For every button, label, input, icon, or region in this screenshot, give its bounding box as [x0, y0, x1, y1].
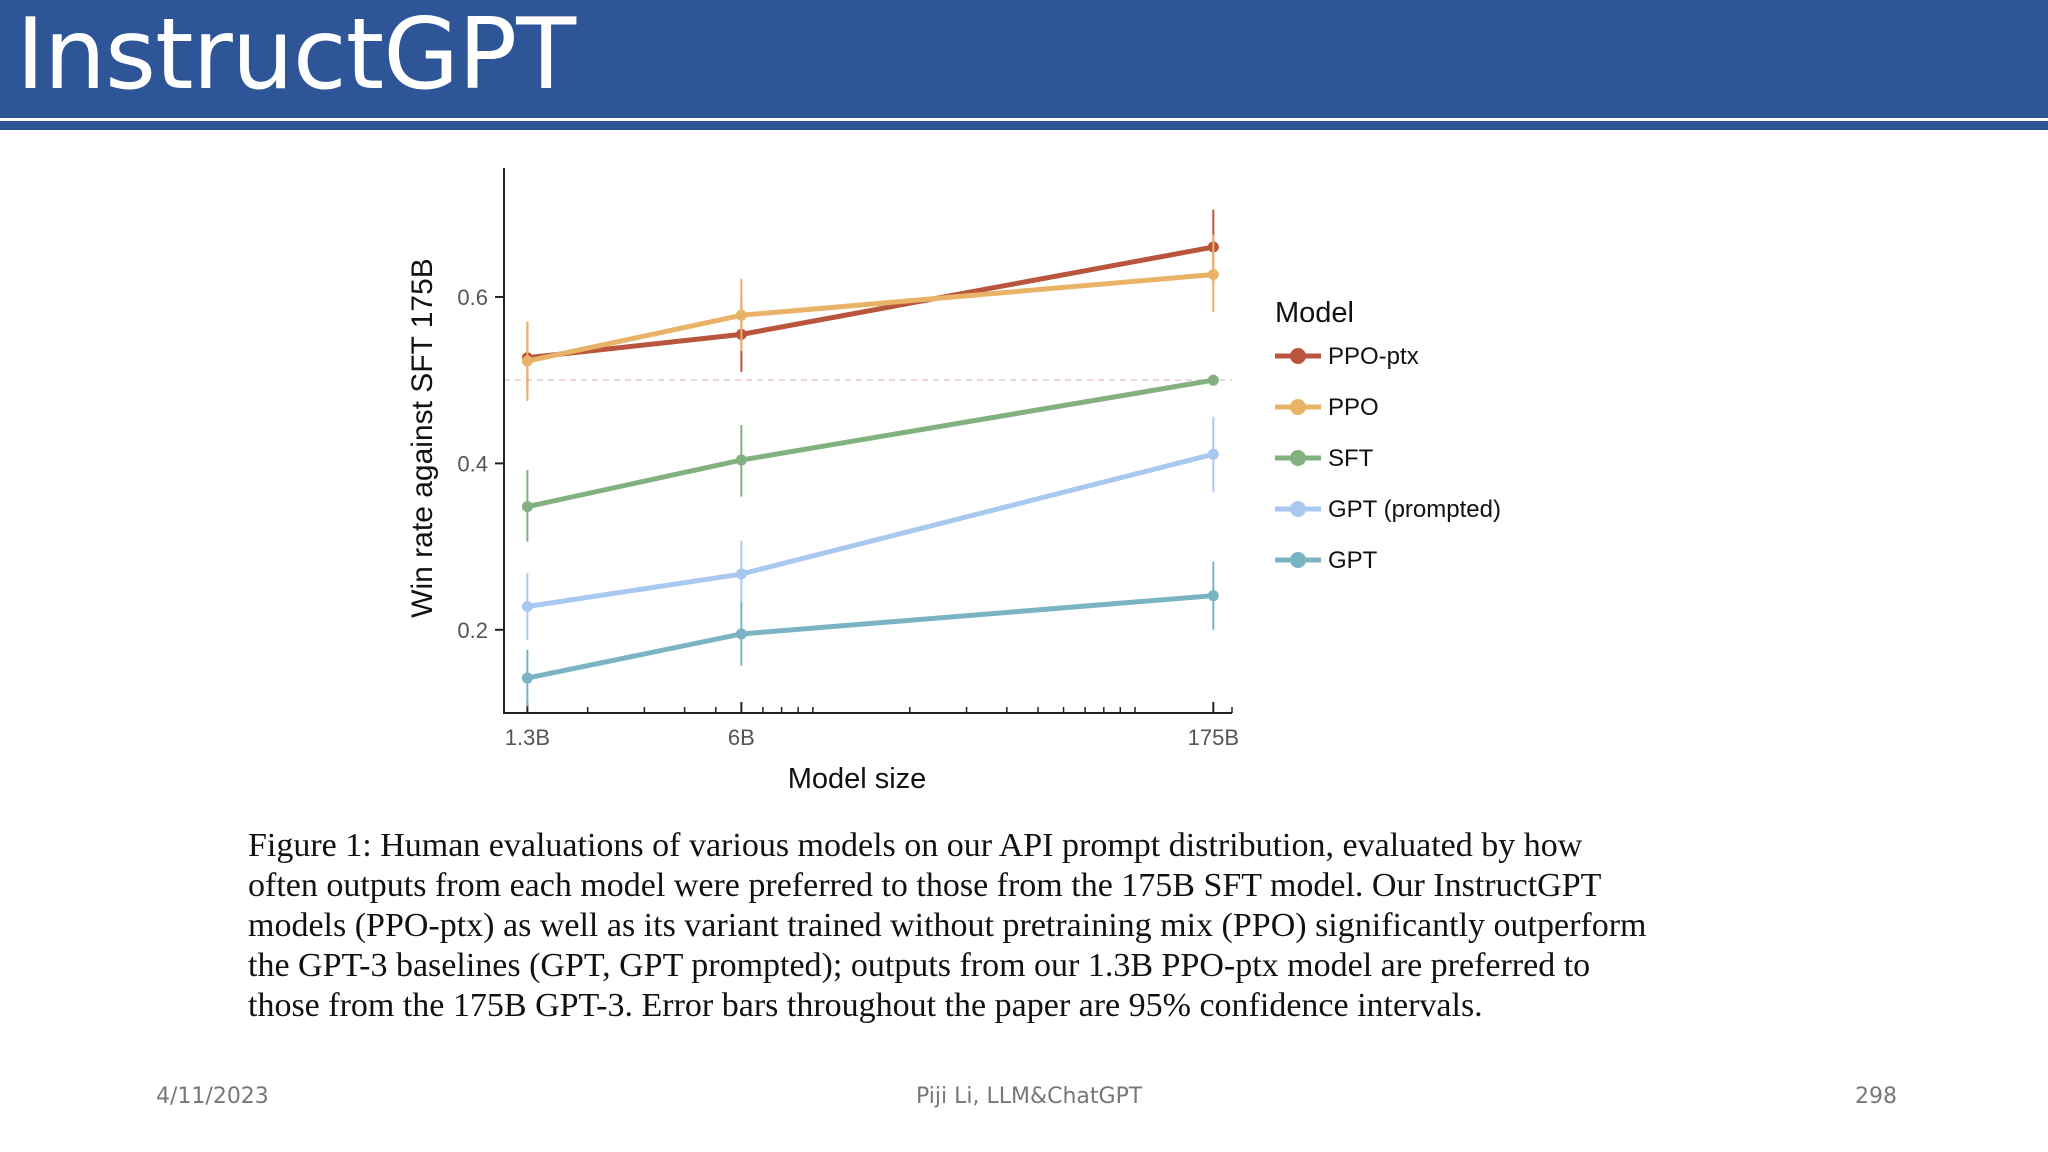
caption-line: those from the 175B GPT-3. Error bars th…	[248, 987, 1483, 1024]
y-tick-label: 0.2	[457, 618, 488, 643]
caption-line: Figure 1: Human evaluations of various m…	[248, 827, 1583, 864]
x-axis-label: Model size	[788, 763, 927, 795]
data-point	[521, 501, 533, 513]
data-point	[521, 672, 533, 684]
legend-item-gpt: GPT	[1275, 547, 1378, 574]
legend-label: GPT (prompted)	[1328, 496, 1501, 523]
legend-label: GPT	[1328, 547, 1378, 574]
data-point	[521, 600, 533, 612]
data-point	[735, 568, 747, 580]
series-line	[524, 377, 1216, 510]
caption-line: the GPT-3 baselines (GPT, GPT prompted);…	[248, 947, 1591, 984]
slide-title: InstructGPT	[16, 0, 576, 112]
legend-item-sft: SFT	[1275, 445, 1374, 472]
legend-label: SFT	[1328, 445, 1374, 472]
series-sft	[521, 374, 1219, 542]
data-point	[735, 454, 747, 466]
series-gpt-prompted	[521, 416, 1219, 640]
footer-center: Piji Li, LLM&ChatGPT	[916, 1084, 1143, 1109]
data-point	[1207, 269, 1219, 281]
legend-label: PPO	[1328, 394, 1379, 421]
series-ppo	[521, 234, 1219, 401]
data-point	[1207, 448, 1219, 460]
legend-title: Model	[1275, 297, 1354, 329]
footer-date: 4/11/2023	[156, 1084, 269, 1109]
series-line	[524, 451, 1216, 609]
data-point	[1207, 590, 1219, 602]
legend-item-gpt-prompted: GPT (prompted)	[1275, 496, 1501, 523]
series-line	[524, 593, 1216, 681]
title-rule	[0, 121, 2048, 130]
x-tick-label: 175B	[1188, 725, 1239, 750]
x-tick-label: 6B	[728, 725, 755, 750]
data-point	[735, 628, 747, 640]
title-bar: InstructGPT	[0, 0, 2048, 118]
data-point	[521, 355, 533, 367]
figure-caption: Figure 1: Human evaluations of various m…	[248, 826, 1708, 1026]
legend-swatch-dot	[1290, 399, 1306, 415]
caption-line: often outputs from each model were prefe…	[248, 867, 1602, 904]
y-tick-label: 0.4	[457, 451, 488, 476]
series-gpt	[521, 561, 1219, 707]
win-rate-chart: Win rate against SFT 175B Model size 0.2…	[406, 168, 1501, 795]
legend-swatch-dot	[1290, 501, 1306, 517]
footer-page-number: 298	[1855, 1084, 1897, 1109]
legend-item-ppo-ptx: PPO-ptx	[1275, 343, 1419, 370]
legend-swatch-dot	[1290, 450, 1306, 466]
caption-line: models (PPO-ptx) as well as its variant …	[248, 907, 1647, 944]
legend-swatch-dot	[1290, 348, 1306, 364]
legend-item-ppo: PPO	[1275, 394, 1379, 421]
x-tick-label: 1.3B	[505, 725, 550, 750]
legend-swatch-dot	[1290, 552, 1306, 568]
y-tick-label: 0.6	[457, 285, 488, 310]
series-ppo-ptx	[521, 209, 1219, 393]
legend-label: PPO-ptx	[1328, 343, 1419, 370]
y-axis-label: Win rate against SFT 175B	[406, 258, 439, 618]
data-point	[735, 309, 747, 321]
data-point	[1207, 374, 1219, 386]
